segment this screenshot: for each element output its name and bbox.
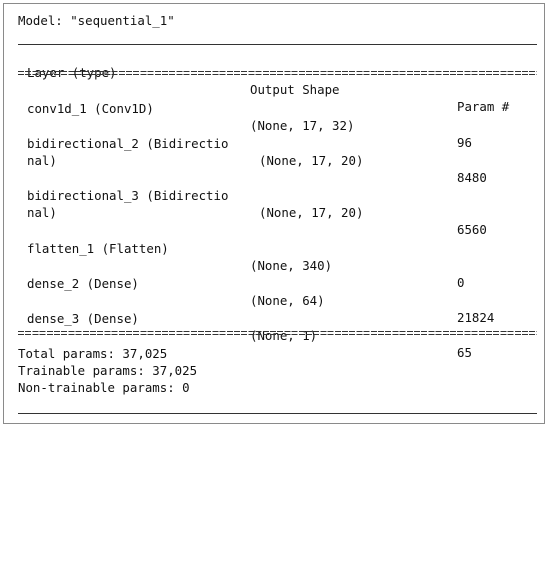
layer-name: conv1d_1 (Conv1D): [27, 101, 154, 116]
trainable-params: Trainable params: 37,025: [18, 363, 198, 378]
table-row: bidirectional_2 (Bidirectio (None, 17, 2…: [18, 118, 538, 203]
table-row-continuation: nal): [18, 187, 538, 238]
table-row: flatten_1 (Flatten) (None, 340) 0: [18, 223, 538, 308]
layer-param-count: 0: [457, 275, 465, 290]
top-rule: [18, 44, 537, 45]
layer-output-shape: (None, 17, 20): [259, 205, 364, 220]
table-header: Layer (type) Output Shape Param #: [18, 47, 538, 132]
layer-output-shape: (None, 340): [250, 258, 333, 273]
table-row: conv1d_1 (Conv1D) (None, 17, 32) 96: [18, 83, 538, 168]
layer-param-count: 6560: [457, 222, 487, 237]
header-output-shape: Output Shape: [250, 82, 340, 97]
header-param-count: Param #: [457, 99, 510, 114]
summary-separator: [18, 331, 537, 336]
layer-name-continuation: nal): [27, 205, 57, 220]
layer-name: bidirectional_3 (Bidirectio: [27, 188, 229, 203]
layer-name: flatten_1 (Flatten): [27, 241, 169, 256]
table-row-continuation: nal): [18, 135, 538, 186]
layer-param-count: 65: [457, 345, 472, 360]
table-row: bidirectional_3 (Bidirectio (None, 17, 2…: [18, 170, 538, 255]
layer-param-count: 21824: [457, 310, 495, 325]
layer-name: dense_2 (Dense): [27, 276, 139, 291]
layer-param-count: 96: [457, 135, 472, 150]
model-title: Model: "sequential_1": [18, 13, 175, 28]
layer-name: bidirectional_2 (Bidirectio: [27, 136, 229, 151]
model-summary-text: Model: "sequential_1" Layer (type) Outpu…: [18, 12, 538, 573]
layer-output-shape: (None, 17, 32): [250, 118, 355, 133]
layer-name: dense_3 (Dense): [27, 311, 139, 326]
non-trainable-params: Non-trainable params: 0: [18, 380, 190, 395]
layer-output-shape: (None, 64): [250, 293, 325, 308]
layer-output-shape: (None, 17, 20): [259, 153, 364, 168]
header-separator: [18, 71, 537, 76]
layer-param-count: 8480: [457, 170, 487, 185]
total-params: Total params: 37,025: [18, 346, 168, 361]
model-summary-panel: Model: "sequential_1" Layer (type) Outpu…: [3, 3, 545, 424]
layer-name-continuation: nal): [27, 153, 57, 168]
table-row: dense_2 (Dense) (None, 64) 21824: [18, 258, 538, 343]
bottom-rule: [18, 413, 537, 414]
